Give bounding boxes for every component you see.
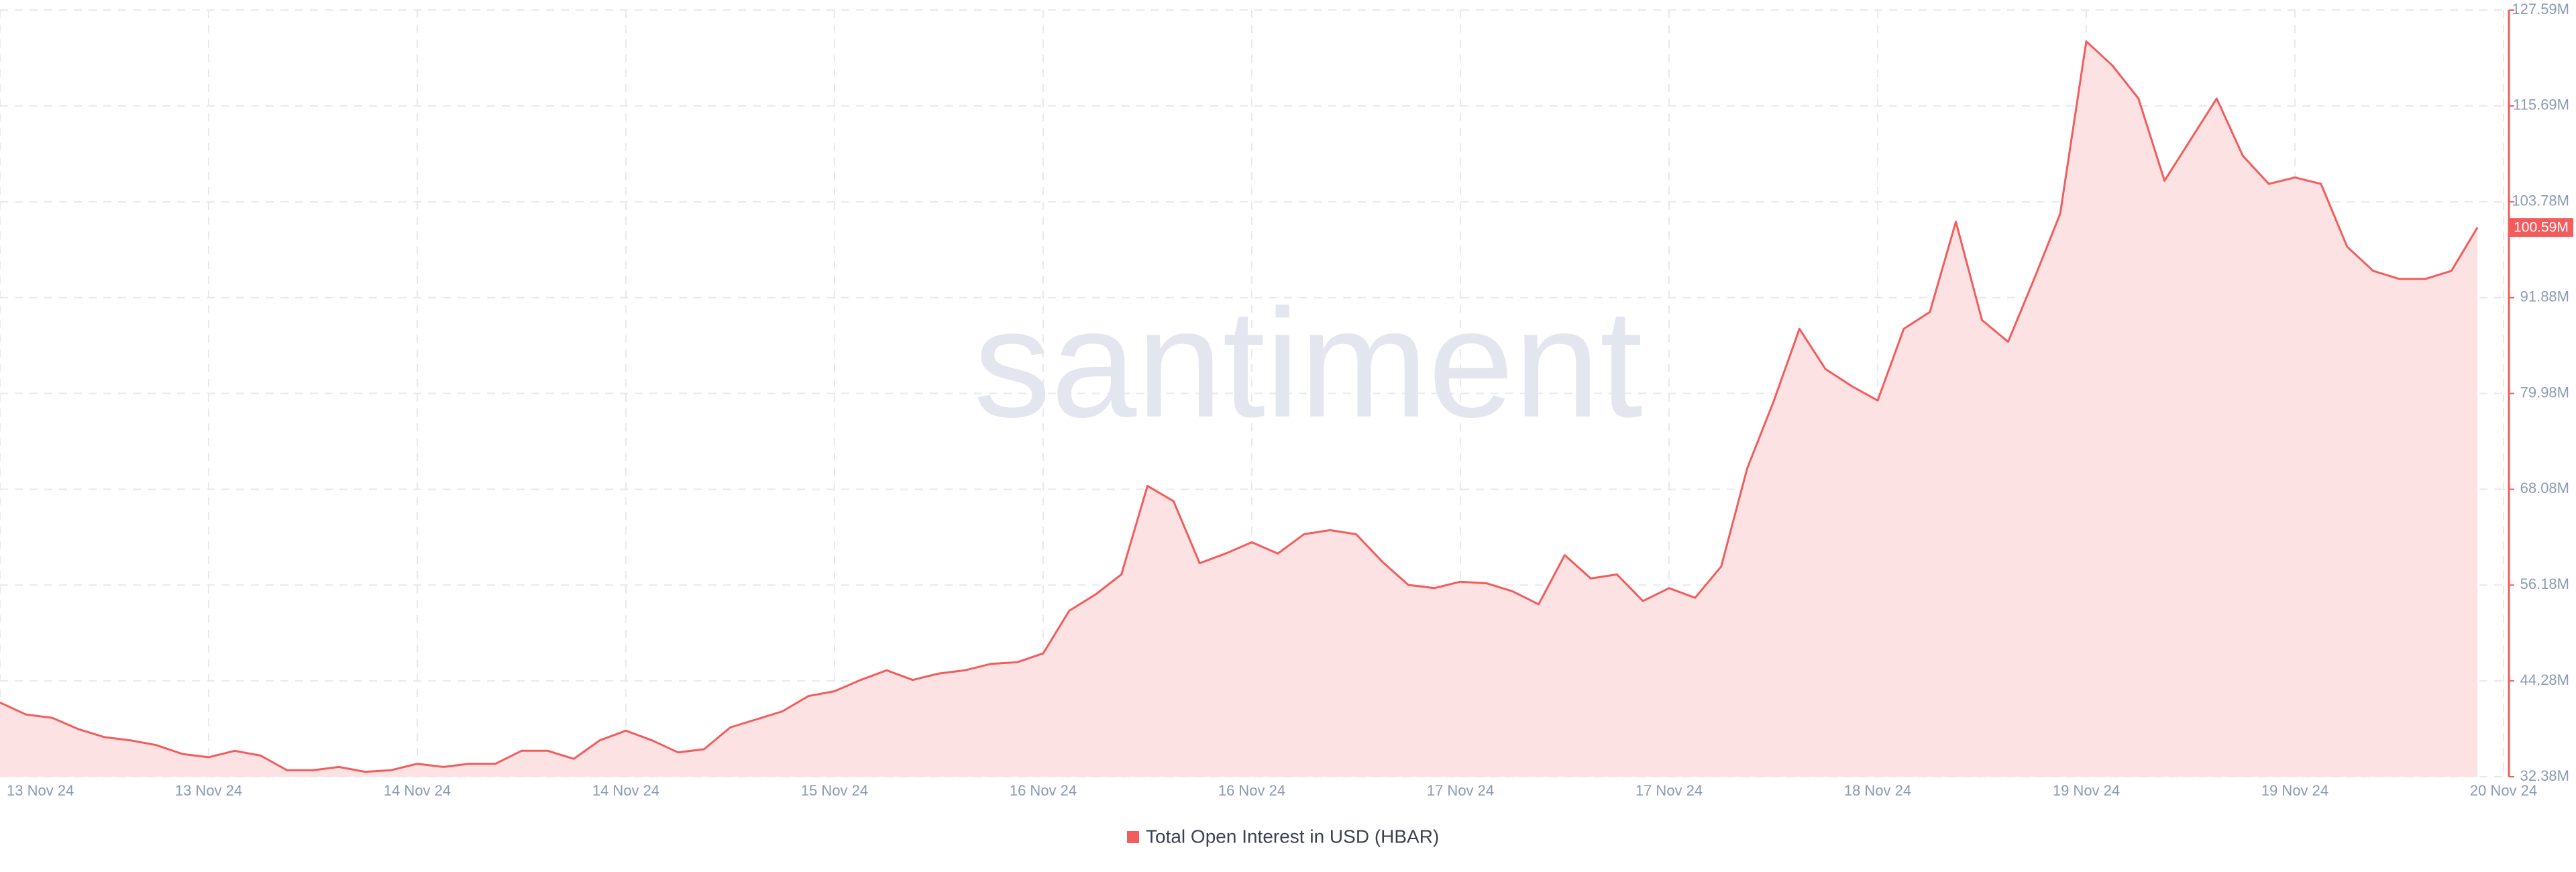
y-tick-label: 44.28M <box>2520 671 2569 688</box>
current-value-label: 100.59M <box>2514 220 2569 235</box>
y-tick-label: 127.59M <box>2512 1 2569 17</box>
legend-swatch <box>1127 831 1139 843</box>
x-tick-label: 14 Nov 24 <box>384 782 451 799</box>
legend: Total Open Interest in USD (HBAR) <box>1127 826 1439 847</box>
current-value-badge <box>2509 218 2573 237</box>
x-tick-label: 20 Nov 24 <box>2470 782 2537 799</box>
watermark: santiment <box>973 277 1642 449</box>
legend-label: Total Open Interest in USD (HBAR) <box>1146 826 1439 847</box>
y-tick-label: 56.18M <box>2520 576 2569 592</box>
x-tick-label: 13 Nov 24 <box>7 782 74 799</box>
x-tick-label: 19 Nov 24 <box>2053 782 2120 799</box>
y-tick-label: 32.38M <box>2520 767 2569 784</box>
x-tick-label: 14 Nov 24 <box>592 782 659 799</box>
line <box>0 40 2479 773</box>
y-tick-label: 79.98M <box>2520 384 2569 400</box>
x-tick-label: 16 Nov 24 <box>1010 782 1077 799</box>
area <box>0 41 2478 777</box>
x-tick-label: 18 Nov 24 <box>1844 782 1911 799</box>
plot <box>0 40 2479 777</box>
y-tick-label: 115.69M <box>2513 97 2569 113</box>
x-tick-label: 15 Nov 24 <box>801 782 868 799</box>
x-tick-label: 17 Nov 24 <box>1635 782 1703 799</box>
y-tick-label: 68.08M <box>2520 480 2569 496</box>
y-tick-label: 103.78M <box>2512 193 2569 209</box>
x-tick-label: 19 Nov 24 <box>2261 782 2328 799</box>
x-tick-label: 13 Nov 24 <box>175 782 242 799</box>
x-tick-label: 16 Nov 24 <box>1218 782 1285 799</box>
y-tick-label: 91.88M <box>2520 288 2569 305</box>
x-tick-label: 17 Nov 24 <box>1427 782 1494 799</box>
